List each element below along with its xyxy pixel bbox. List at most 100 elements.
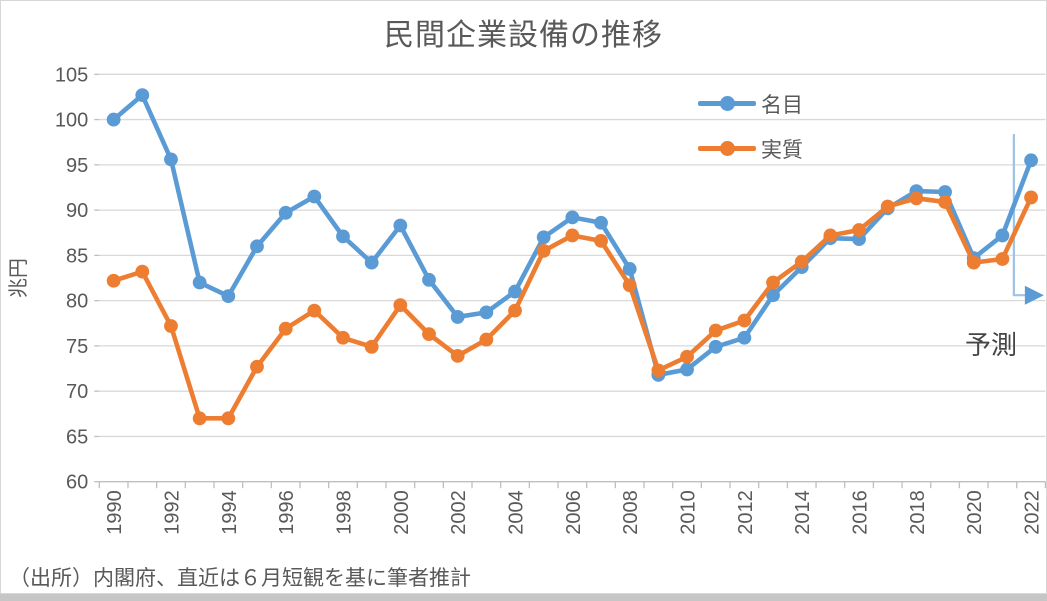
bottom-bar	[0, 594, 1047, 601]
data-point-nominal	[307, 189, 322, 204]
data-point-nominal	[192, 275, 207, 290]
y-tick-label: 90	[66, 200, 88, 222]
x-tick-label: 2022	[1022, 490, 1044, 535]
x-tick-label: 1994	[219, 490, 241, 535]
x-tick-label: 2008	[620, 490, 642, 535]
forecast-label: 予測	[964, 330, 1017, 360]
y-axis-title: 兆円	[7, 258, 30, 298]
legend-item-nominal: 名目	[698, 91, 803, 117]
data-point-nominal	[995, 228, 1010, 243]
data-point-real	[766, 275, 780, 290]
x-tick-label: 2002	[448, 490, 470, 535]
data-point-nominal	[221, 289, 236, 304]
data-point-real	[336, 330, 350, 345]
data-point-real	[938, 195, 952, 209]
legend-label-real: 実質	[761, 138, 803, 162]
data-point-nominal	[364, 255, 379, 270]
x-tick-label: 2012	[735, 490, 757, 535]
data-point-real	[221, 411, 236, 426]
data-point-nominal	[106, 112, 121, 127]
legend-label-nominal: 名目	[761, 93, 803, 117]
data-point-real	[192, 411, 207, 426]
data-point-real	[106, 273, 121, 288]
data-point-real	[995, 252, 1010, 266]
y-tick-label: 60	[66, 472, 88, 494]
data-point-real	[250, 359, 264, 374]
data-point-real	[823, 228, 838, 243]
legend-dot-real	[720, 141, 735, 156]
data-point-real	[880, 199, 895, 214]
data-point-real	[594, 233, 608, 248]
x-tick-label: 2018	[907, 490, 929, 535]
data-point-nominal	[737, 330, 752, 345]
series-real	[106, 190, 1038, 426]
x-tick-marks	[98, 481, 1046, 489]
x-tick-label: 1990	[104, 490, 126, 535]
legend: 名目 実質	[698, 91, 803, 181]
data-point-real	[307, 303, 322, 318]
line-marker-icon	[698, 136, 756, 161]
data-point-real	[422, 327, 436, 342]
gridlines	[99, 73, 1046, 483]
y-tick-label: 100	[55, 110, 88, 132]
data-point-real	[393, 298, 408, 313]
legend-item-real: 実質	[698, 136, 803, 162]
data-point-real	[508, 303, 522, 318]
data-point-nominal	[938, 185, 952, 199]
x-tick-label: 1996	[276, 490, 298, 535]
data-point-real	[164, 319, 178, 333]
forecast-annotation	[1012, 134, 1044, 305]
data-point-nominal	[594, 215, 608, 230]
data-point-real	[737, 313, 752, 328]
data-point-real	[708, 323, 723, 338]
forecast-line	[1012, 134, 1026, 297]
data-point-real	[135, 264, 150, 279]
x-tick-label: 2020	[964, 490, 986, 535]
y-tick-labels: 60 65 70 75 80 85 90 95 100 105	[55, 64, 100, 494]
x-tick-labels: 1990 1992 1994 1996 1998 2000 2002 2004 2006 2008…	[104, 490, 1043, 535]
source-note: （出所）内閣府、直近は６月短観を基に筆者推計	[9, 567, 471, 590]
data-point-nominal	[278, 205, 293, 220]
data-point-real	[536, 243, 551, 258]
data-point-nominal	[164, 152, 178, 167]
data-point-nominal	[336, 229, 350, 244]
data-point-nominal	[135, 88, 150, 103]
data-point-nominal	[766, 288, 780, 303]
y-tick-label: 105	[55, 64, 88, 86]
legend-dot-nominal	[720, 96, 735, 111]
line-marker-icon	[698, 91, 756, 116]
x-tick-label: 2016	[850, 490, 872, 535]
data-point-real	[794, 254, 809, 269]
y-tick-label: 80	[66, 291, 88, 313]
data-point-real	[622, 278, 637, 293]
data-point-nominal	[680, 362, 694, 377]
data-point-nominal	[450, 310, 465, 324]
x-tick-label: 2000	[391, 490, 413, 535]
data-point-real	[852, 223, 866, 237]
x-tick-label: 2010	[678, 490, 700, 535]
y-tick-label: 85	[66, 245, 88, 267]
data-point-nominal	[536, 230, 551, 245]
data-point-real	[479, 332, 494, 347]
data-point-nominal	[393, 218, 408, 233]
x-tick-label: 2006	[563, 490, 585, 535]
y-tick-label: 70	[66, 381, 88, 403]
data-point-nominal	[622, 262, 637, 276]
data-point-nominal	[508, 284, 522, 299]
x-tick-label: 1998	[333, 490, 355, 535]
x-tick-label: 1992	[161, 490, 183, 535]
data-point-real	[966, 255, 981, 270]
data-point-real	[364, 339, 379, 354]
forecast-arrowhead-icon	[1024, 285, 1044, 305]
data-point-nominal	[708, 339, 723, 354]
data-point-nominal	[479, 305, 494, 320]
y-tick-label: 65	[66, 426, 88, 448]
data-point-real	[680, 349, 694, 364]
y-tick-label: 95	[66, 155, 88, 177]
x-tick-label: 2014	[792, 490, 814, 535]
x-tick-label: 2004	[506, 490, 528, 535]
y-tick-label: 75	[66, 336, 88, 358]
data-point-real	[909, 191, 924, 206]
